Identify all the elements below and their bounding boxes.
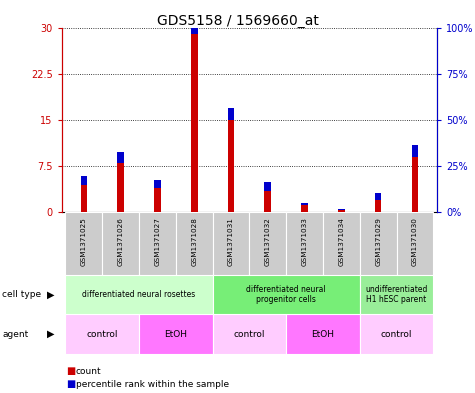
Text: GSM1371032: GSM1371032 [265,217,271,266]
Text: differentiated neural rosettes: differentiated neural rosettes [82,290,196,299]
Text: ■: ■ [66,379,76,389]
Bar [265,182,271,191]
Text: cell type: cell type [2,290,41,299]
Text: EtOH: EtOH [312,330,334,338]
Bar [412,157,418,212]
Text: ▶: ▶ [47,329,55,339]
Bar [286,314,360,354]
Text: control: control [86,330,118,338]
Text: GSM1371027: GSM1371027 [154,217,161,266]
Text: GSM1371029: GSM1371029 [375,217,381,266]
Text: percentile rank within the sample: percentile rank within the sample [76,380,229,389]
Bar [375,200,381,212]
Bar [66,275,213,314]
Bar [154,180,161,187]
Text: undifferentiated
H1 hESC parent: undifferentiated H1 hESC parent [365,285,428,305]
Bar [301,203,308,205]
Bar [265,191,271,212]
Bar [191,19,198,34]
Text: GSM1371034: GSM1371034 [338,217,344,266]
Bar [360,275,433,314]
Text: ■: ■ [66,366,76,376]
Bar [249,212,286,275]
Bar [213,314,286,354]
Bar [228,108,234,120]
Text: GSM1371025: GSM1371025 [81,217,87,266]
Text: GSM1371026: GSM1371026 [118,217,124,266]
Bar [117,152,124,163]
Bar [213,212,249,275]
Bar [412,145,418,157]
Text: agent: agent [2,330,28,338]
Text: GDS5158 / 1569660_at: GDS5158 / 1569660_at [157,14,318,28]
Bar [360,314,433,354]
Bar [375,193,381,200]
Text: GSM1371028: GSM1371028 [191,217,197,266]
Text: ▶: ▶ [47,290,55,300]
Bar [176,212,213,275]
Text: GSM1371030: GSM1371030 [412,217,418,266]
Text: differentiated neural
progenitor cells: differentiated neural progenitor cells [247,285,326,305]
Bar [81,176,87,185]
Bar [191,34,198,212]
Text: count: count [76,367,102,376]
Text: GSM1371033: GSM1371033 [302,217,307,266]
Bar [154,187,161,212]
Bar [81,185,87,212]
Bar [323,212,360,275]
Bar [338,210,345,212]
Bar [102,212,139,275]
Text: control: control [234,330,265,338]
Bar [338,209,345,210]
Bar [139,212,176,275]
Bar [397,212,433,275]
Bar [139,314,213,354]
Text: GSM1371031: GSM1371031 [228,217,234,266]
Bar [66,212,102,275]
Bar [228,120,234,212]
Text: control: control [381,330,412,338]
Bar [360,212,397,275]
Bar [66,314,139,354]
Bar [213,275,360,314]
Bar [117,163,124,212]
Bar [286,212,323,275]
Bar [301,205,308,212]
Text: EtOH: EtOH [164,330,187,338]
